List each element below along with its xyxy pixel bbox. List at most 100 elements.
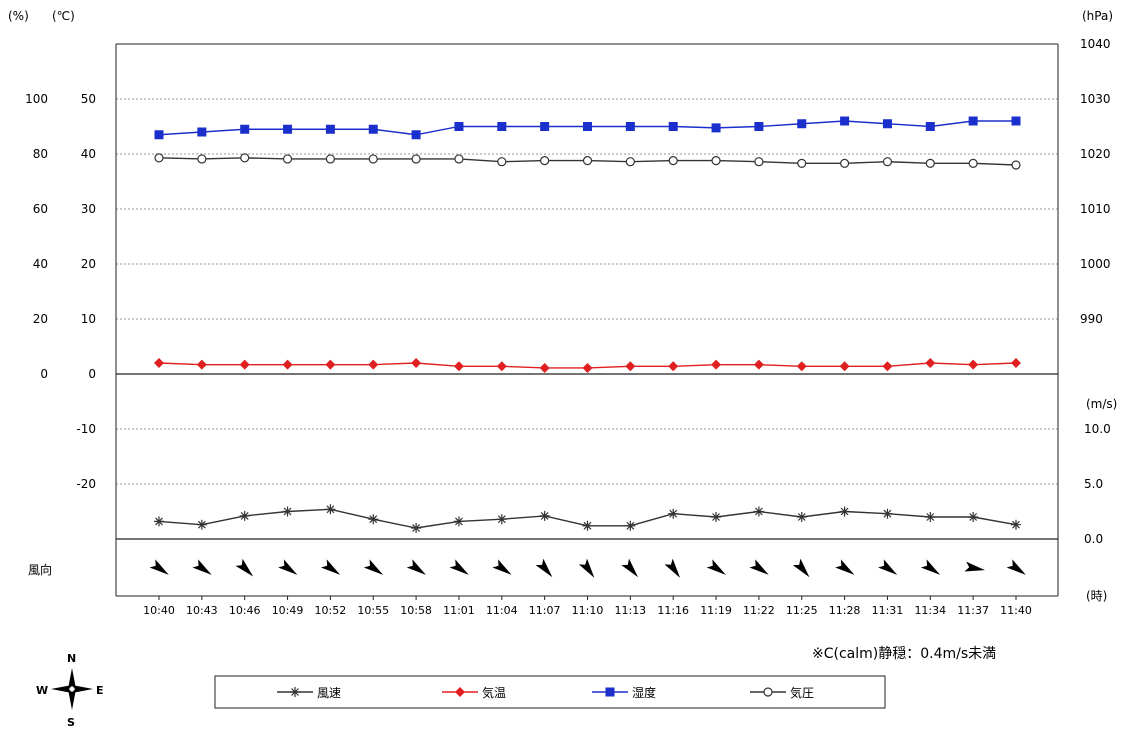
legend-label: 風速 bbox=[317, 686, 341, 700]
legend-item: 風速 bbox=[277, 686, 341, 700]
legend-item: 気圧 bbox=[750, 685, 814, 700]
legend-label: 気温 bbox=[482, 685, 506, 700]
data-point bbox=[411, 154, 421, 164]
data-point bbox=[668, 508, 679, 519]
x-tick-label: 11:40 bbox=[1000, 604, 1032, 617]
data-point bbox=[197, 154, 207, 164]
data-point bbox=[368, 514, 379, 525]
data-point bbox=[583, 122, 592, 131]
y-tick-pressure: 1040 bbox=[1080, 37, 1111, 51]
x-tick-label: 11:07 bbox=[529, 604, 561, 617]
data-point bbox=[411, 523, 422, 533]
wind-arrow-icon bbox=[449, 559, 469, 575]
legend-marker bbox=[290, 687, 300, 697]
x-tick-label: 11:16 bbox=[657, 604, 689, 617]
data-point bbox=[154, 130, 164, 140]
data-point bbox=[411, 130, 421, 140]
wind-arrow-icon bbox=[406, 559, 426, 575]
compass-e: E bbox=[96, 684, 104, 697]
data-point bbox=[711, 512, 722, 522]
data-point bbox=[968, 116, 978, 126]
data-point bbox=[325, 124, 335, 134]
data-point bbox=[582, 520, 593, 531]
data-point bbox=[797, 158, 807, 168]
data-point bbox=[1011, 519, 1021, 530]
x-tick-label: 10:52 bbox=[315, 604, 347, 617]
wind-arrow-icon bbox=[1006, 559, 1026, 575]
y-tick-humidity: 60 bbox=[33, 202, 48, 216]
legend-item: 気温 bbox=[442, 685, 506, 700]
data-point bbox=[239, 510, 250, 521]
data-point bbox=[754, 157, 764, 167]
data-point bbox=[325, 504, 336, 515]
data-point bbox=[1011, 358, 1021, 368]
x-tick-label: 10:49 bbox=[272, 604, 304, 617]
data-point bbox=[882, 508, 893, 519]
series-layer bbox=[154, 116, 1021, 533]
gridlines bbox=[116, 98, 1058, 485]
data-point bbox=[197, 127, 207, 137]
data-point bbox=[368, 124, 378, 134]
data-point bbox=[625, 520, 636, 531]
right-bottom-unit: (m/s) bbox=[1086, 397, 1117, 411]
x-tick-label: 11:13 bbox=[614, 604, 646, 617]
x-tick-label: 11:22 bbox=[743, 604, 775, 617]
data-point bbox=[796, 361, 807, 372]
data-point bbox=[711, 123, 721, 133]
y-tick-humidity: 100 bbox=[25, 92, 48, 106]
data-point bbox=[454, 122, 464, 131]
data-point bbox=[839, 506, 850, 517]
data-point bbox=[540, 156, 550, 166]
data-point bbox=[497, 122, 507, 131]
y-tick-pressure: 1020 bbox=[1080, 147, 1111, 161]
data-point bbox=[797, 119, 807, 129]
data-point bbox=[968, 359, 979, 370]
data-point bbox=[925, 122, 935, 131]
x-tick-label: 11:19 bbox=[700, 604, 732, 617]
wind-arrow-icon bbox=[920, 559, 941, 575]
wind-arrow-icon bbox=[235, 558, 254, 577]
data-point bbox=[240, 153, 250, 163]
y-tick-humidity: 20 bbox=[33, 312, 48, 326]
wind-direction-row: 風向 bbox=[28, 558, 1026, 578]
data-point bbox=[539, 510, 550, 521]
data-point bbox=[582, 156, 593, 166]
tick-labels: 10080604020050403020100-10-2010401030102… bbox=[25, 37, 1111, 617]
data-point bbox=[668, 156, 678, 166]
left-inner-unit: (℃) bbox=[52, 9, 75, 23]
y-tick-humidity: 80 bbox=[33, 147, 48, 161]
x-tick-label: 11:31 bbox=[872, 604, 904, 617]
y-tick-temperature: 10 bbox=[81, 312, 96, 326]
wind-arrow-icon bbox=[706, 559, 726, 575]
data-point bbox=[925, 358, 936, 368]
y-tick-humidity: 40 bbox=[33, 257, 48, 271]
data-point bbox=[625, 157, 635, 167]
wind-arrow-icon bbox=[749, 559, 769, 575]
compass-s: S bbox=[67, 716, 75, 729]
x-tick-label: 11:04 bbox=[486, 604, 518, 617]
y-tick-temperature: 50 bbox=[81, 92, 96, 106]
legend-marker bbox=[763, 687, 773, 697]
wind-arrow-icon bbox=[492, 559, 512, 575]
data-point bbox=[282, 506, 293, 517]
data-point bbox=[839, 361, 850, 372]
data-point bbox=[196, 519, 207, 530]
y-tick-pressure: 990 bbox=[1080, 312, 1103, 326]
x-tick-label: 11:10 bbox=[572, 604, 604, 617]
y-tick-humidity: 0 bbox=[40, 367, 48, 381]
x-tick-label: 10:43 bbox=[186, 604, 218, 617]
data-point bbox=[711, 359, 722, 370]
data-point bbox=[582, 362, 593, 373]
y-tick-temperature: 40 bbox=[81, 147, 96, 161]
y-tick-wind: 0.0 bbox=[1084, 532, 1103, 546]
data-point bbox=[668, 122, 678, 131]
series-circle bbox=[154, 153, 1021, 170]
data-point bbox=[668, 361, 679, 372]
legend-marker bbox=[455, 687, 465, 697]
data-point bbox=[539, 362, 550, 373]
left-outer-unit: (%) bbox=[8, 9, 29, 23]
legend-label: 湿度 bbox=[632, 685, 656, 700]
data-point bbox=[840, 116, 850, 126]
compass-w: W bbox=[36, 684, 48, 697]
